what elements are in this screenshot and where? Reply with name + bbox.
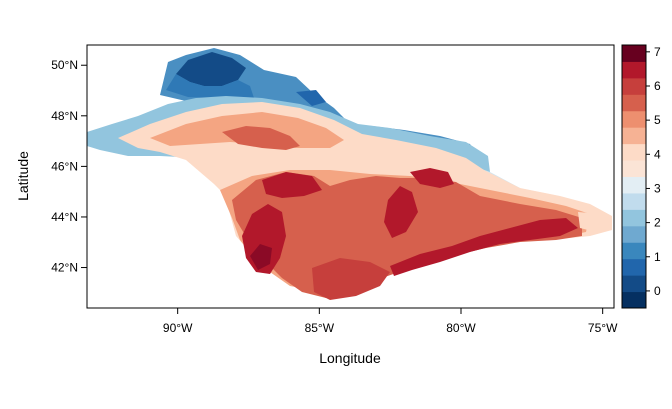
y-tick-label: 46°N <box>51 159 78 173</box>
colorbar-swatch <box>622 258 646 276</box>
region-deep-red-north-east <box>410 168 454 188</box>
colorbar-ticks: 0 1 2 3 4 5 6 7 <box>646 45 661 298</box>
colorbar-swatch <box>622 110 646 128</box>
x-axis-title: Longitude <box>319 350 381 366</box>
colorbar-tick-label: 7 <box>654 45 661 59</box>
colorbar-tick-label: 0 <box>654 284 661 298</box>
region-dark-blue-core <box>176 52 246 86</box>
region-deep-red-southeast <box>390 218 578 276</box>
colorbar-swatch <box>622 192 646 210</box>
region-darkest-red <box>250 244 272 270</box>
x-tick-label: 90°W <box>163 321 193 335</box>
x-axis: 90°W 85°W 80°W 75°W <box>163 308 618 335</box>
colorbar-swatch <box>622 61 646 79</box>
colorbar-swatch <box>622 77 646 95</box>
colorbar <box>621 44 647 309</box>
plot-frame <box>86 44 615 309</box>
region-east-tail <box>578 212 612 232</box>
region-blue-east <box>296 90 326 106</box>
y-tick-label: 44°N <box>51 210 78 224</box>
colorbar-swatch <box>622 127 646 145</box>
colorbar-tick-label: 1 <box>654 250 661 264</box>
region-deep-red-south <box>312 258 390 300</box>
colorbar-tick-label: 4 <box>654 147 661 161</box>
raster-region <box>87 48 612 300</box>
colorbar-tick-label: 3 <box>654 181 661 195</box>
x-tick-label: 80°W <box>446 321 476 335</box>
region-deep-red-center <box>262 172 322 198</box>
x-tick-label: 85°W <box>305 321 335 335</box>
colorbar-swatch <box>622 242 646 260</box>
colorbar-swatch <box>622 94 646 112</box>
colorbar-frame <box>621 44 647 309</box>
colorbar-tick-label: 5 <box>654 113 661 127</box>
y-axis: 42°N 44°N 46°N 48°N 50°N <box>51 58 87 275</box>
y-tick-label: 48°N <box>51 109 78 123</box>
colorbar-swatch <box>622 143 646 161</box>
colorbar-swatch <box>622 291 646 309</box>
region-mid-blue <box>166 74 254 100</box>
colorbar-swatch <box>622 225 646 243</box>
region-deep-red-east <box>384 186 418 238</box>
region-orange-red-north <box>222 126 300 150</box>
colorbar-swatch <box>622 160 646 177</box>
colorbar-swatch <box>622 176 646 194</box>
colorbar-swatch <box>622 209 646 227</box>
y-tick-label: 42°N <box>51 261 78 275</box>
x-tick-label: 75°W <box>588 321 618 335</box>
colorbar-swatch <box>622 45 646 62</box>
colorbar-tick-label: 6 <box>654 79 661 93</box>
colorbar-tick-label: 2 <box>654 216 661 230</box>
colorbar-swatch <box>622 275 646 293</box>
y-tick-label: 50°N <box>51 58 78 72</box>
y-axis-title: Latitude <box>15 151 31 201</box>
